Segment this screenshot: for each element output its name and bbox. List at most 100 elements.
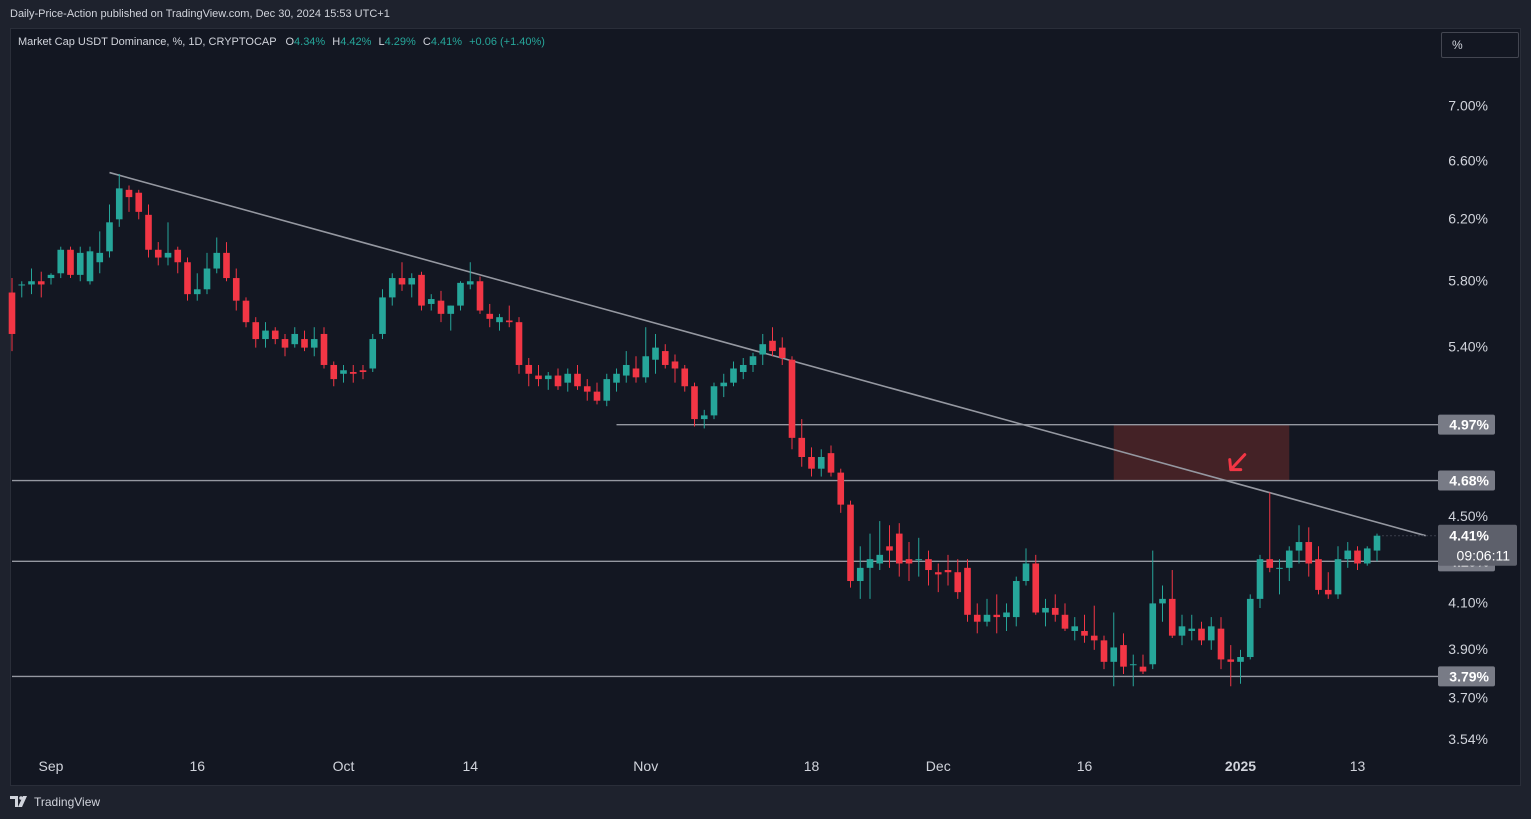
y-axis-tick: 6.60%	[1448, 152, 1488, 168]
tradingview-logo[interactable]: TradingView	[10, 795, 100, 809]
candle-body	[1315, 559, 1322, 590]
candle-body	[1071, 626, 1079, 631]
candle-body	[1354, 550, 1361, 564]
legend-l-label: L	[379, 36, 385, 48]
candle-body	[369, 339, 377, 369]
candle-body	[798, 437, 806, 458]
candle-body	[564, 373, 572, 383]
y-axis-tick: 3.54%	[1448, 731, 1488, 747]
candle-body	[847, 504, 854, 582]
candle-body	[262, 330, 269, 340]
candle-body	[1198, 628, 1205, 641]
legend-symbol: Market Cap USDT Dominance, %, 1D, CRYPTO…	[18, 36, 276, 48]
candle-body	[115, 188, 123, 220]
candle-body	[983, 614, 991, 622]
x-axis-tick: 18	[804, 758, 820, 774]
candle-body	[1334, 559, 1342, 595]
candle-body	[271, 330, 279, 340]
candle-body	[28, 281, 35, 285]
candle-body	[496, 317, 503, 323]
candle-body	[106, 222, 113, 252]
tradingview-logo-icon	[10, 796, 27, 807]
candle-body	[544, 375, 552, 380]
candle-body	[37, 281, 45, 285]
level-price-label: 4.68%	[1449, 473, 1489, 489]
candle-body	[1129, 664, 1137, 666]
tradingview-brand: TradingView	[34, 795, 101, 809]
candle-body	[973, 614, 981, 622]
x-axis-tick: 16	[1077, 758, 1093, 774]
candle-body	[466, 281, 474, 285]
candle-body	[700, 415, 708, 420]
publisher-text: Daily-Price-Action published on TradingV…	[10, 8, 390, 20]
candle-body	[837, 472, 845, 505]
candle-body	[1081, 630, 1088, 636]
candle-body	[18, 284, 26, 286]
candle-body	[1168, 598, 1176, 636]
candle-body	[964, 567, 971, 615]
candle-body	[1090, 635, 1098, 641]
candle-body	[613, 373, 620, 383]
candle-body	[1042, 607, 1049, 613]
candle-body	[135, 192, 143, 212]
legend-l-value: 4.29%	[385, 36, 416, 48]
y-axis-tick: 7.00%	[1448, 98, 1488, 114]
level-price-label: 3.79%	[1449, 668, 1489, 684]
candle-body	[125, 189, 133, 198]
level-price-label-bg	[1438, 666, 1495, 687]
candle-body	[359, 370, 367, 373]
legend-h-label: H	[332, 36, 340, 48]
candle-body	[817, 457, 825, 469]
candle-body	[554, 375, 562, 387]
candle-body	[788, 359, 796, 438]
candle-body	[1149, 603, 1157, 665]
candle-body	[447, 305, 455, 314]
candle-body	[1295, 542, 1303, 551]
candle-body	[1237, 657, 1244, 662]
candle-body	[1373, 535, 1381, 551]
candle-body	[418, 274, 425, 306]
candle-body	[203, 268, 211, 290]
candle-body	[379, 297, 386, 334]
chart-frame[interactable]	[10, 28, 1521, 786]
candle-body	[174, 249, 182, 263]
percent-scale-button[interactable]: %	[1441, 32, 1519, 58]
candle-body	[1285, 550, 1293, 568]
candle-body	[398, 278, 406, 285]
candle-body	[652, 347, 659, 360]
candle-body	[437, 300, 445, 314]
legend-c-label: C	[423, 36, 431, 48]
candle-body	[457, 282, 464, 306]
candle-body	[1188, 628, 1196, 631]
candle-body	[193, 289, 201, 295]
candle-body	[1012, 581, 1020, 618]
candle-body	[749, 356, 757, 365]
candle-body	[1217, 628, 1225, 660]
candle-body	[730, 368, 737, 383]
candle-body	[954, 572, 962, 593]
candle-body	[1139, 666, 1147, 672]
candle-body	[895, 533, 903, 564]
y-axis-tick: 5.40%	[1448, 339, 1488, 355]
legend-o-label: O	[285, 36, 294, 48]
legend-line: Market Cap USDT Dominance, %, 1D, CRYPTO…	[18, 36, 545, 48]
candle-body	[642, 356, 650, 378]
candle-body	[154, 249, 162, 258]
candle-body	[583, 386, 591, 392]
candle-body	[340, 370, 347, 374]
x-axis-tick: 2025	[1225, 758, 1256, 774]
candle-body	[574, 373, 581, 387]
candle-body	[778, 347, 786, 358]
candle-body	[866, 559, 874, 568]
y-axis-tick: 6.20%	[1448, 210, 1488, 226]
candle-body	[145, 214, 152, 250]
red-arrow-icon	[1228, 453, 1247, 472]
candle-body	[515, 322, 523, 365]
candle-body	[827, 453, 835, 473]
candle-body	[86, 251, 94, 282]
candle-body	[427, 299, 435, 304]
candle-body	[1120, 645, 1127, 667]
candle-body	[1266, 559, 1274, 568]
candle-body	[76, 252, 84, 275]
